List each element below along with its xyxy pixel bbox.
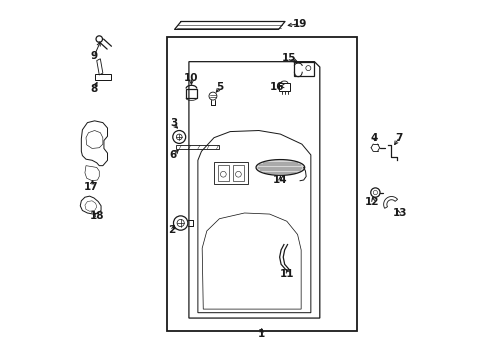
- Text: 7: 7: [394, 133, 402, 143]
- Text: 5: 5: [215, 82, 223, 93]
- Polygon shape: [256, 159, 304, 175]
- Bar: [232, 165, 244, 181]
- Bar: [278, 83, 289, 91]
- Bar: [176, 145, 219, 149]
- Text: 17: 17: [83, 182, 98, 192]
- Text: 19: 19: [292, 19, 306, 29]
- Text: 18: 18: [90, 211, 104, 221]
- Text: 3: 3: [169, 118, 177, 128]
- Text: 10: 10: [184, 73, 198, 83]
- Text: 16: 16: [270, 82, 284, 93]
- Text: 13: 13: [392, 208, 407, 218]
- Text: 14: 14: [272, 175, 287, 185]
- Bar: [94, 74, 110, 80]
- Text: 1: 1: [258, 329, 265, 339]
- Text: 6: 6: [169, 150, 177, 160]
- Text: 4: 4: [370, 133, 377, 143]
- Text: 15: 15: [282, 53, 296, 63]
- Bar: [293, 62, 313, 76]
- Text: 11: 11: [280, 269, 294, 279]
- Bar: [217, 165, 228, 181]
- Text: 2: 2: [168, 225, 175, 235]
- Bar: [167, 37, 357, 330]
- Text: 12: 12: [364, 197, 378, 207]
- Text: 8: 8: [90, 84, 97, 94]
- Bar: [214, 162, 247, 184]
- Text: 9: 9: [90, 51, 97, 61]
- Bar: [185, 89, 196, 98]
